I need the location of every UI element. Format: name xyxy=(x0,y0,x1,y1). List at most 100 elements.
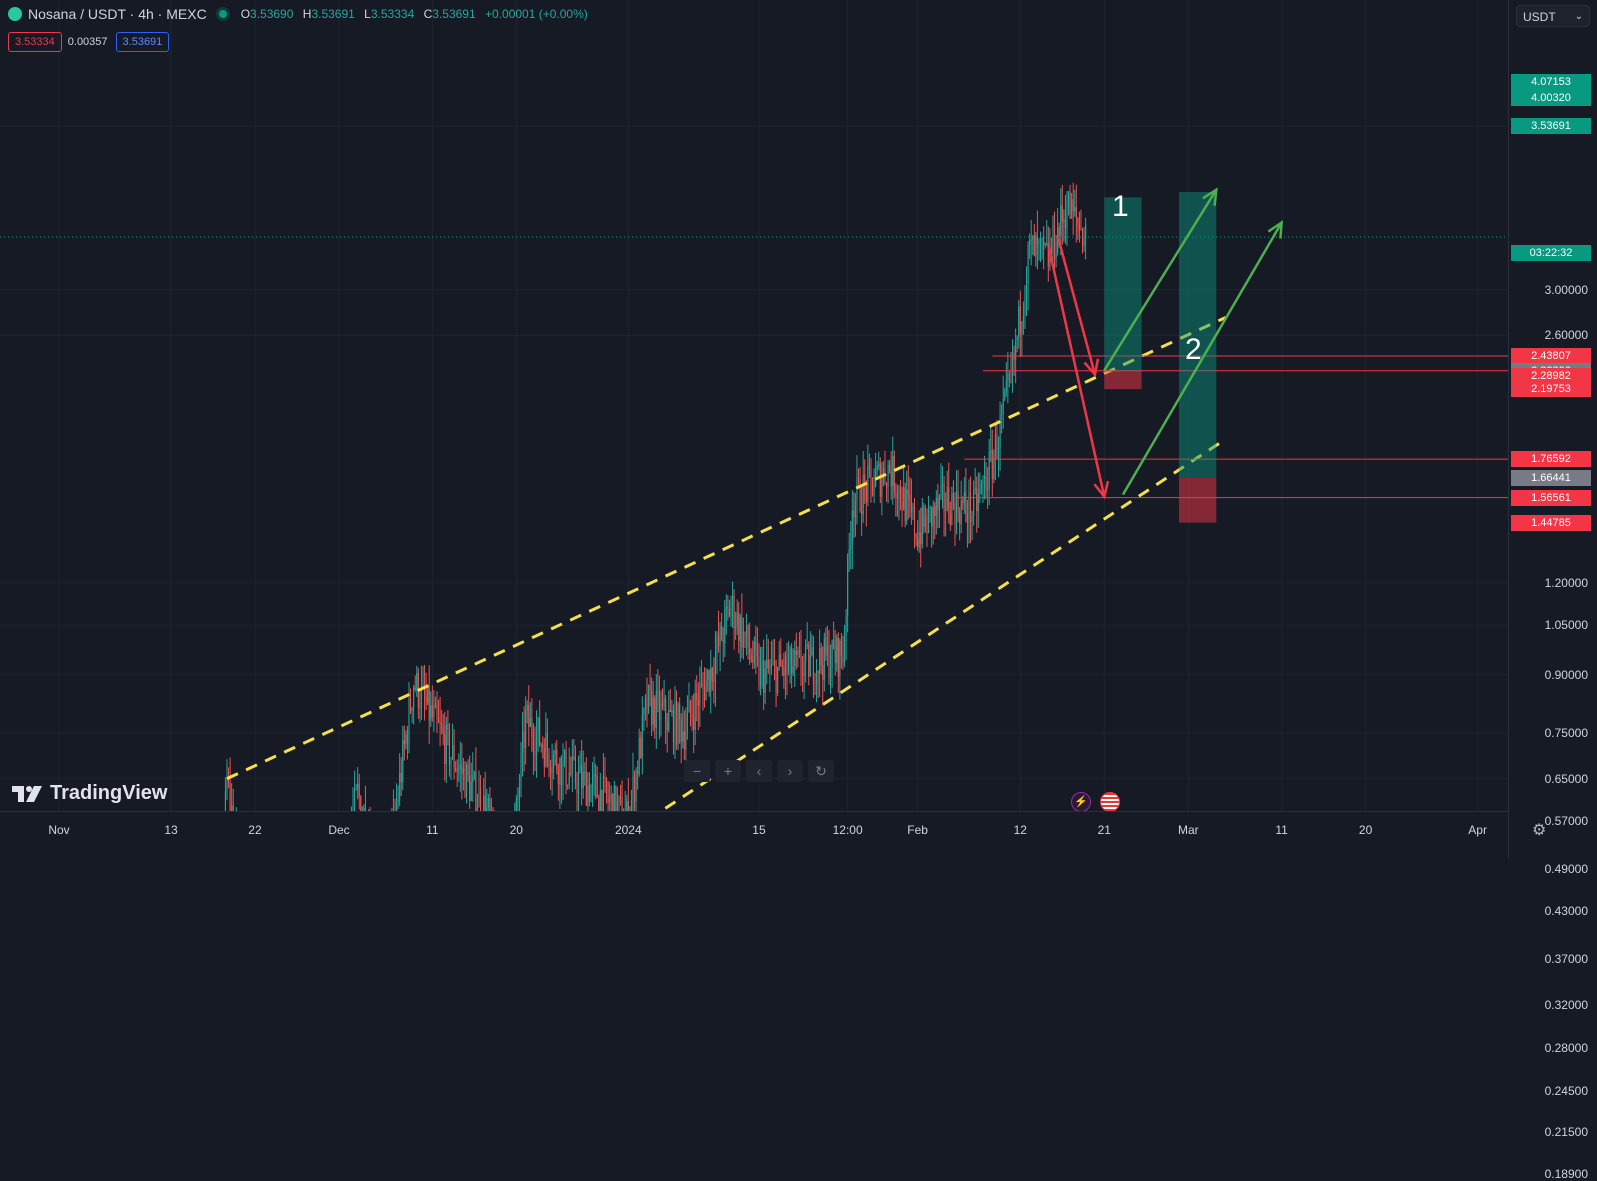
candle-body xyxy=(663,698,665,706)
candle-body xyxy=(668,709,670,731)
candle-body xyxy=(652,697,654,725)
price-label-target: 4.07153 xyxy=(1511,74,1591,90)
candle-body xyxy=(739,616,741,641)
candle-body xyxy=(455,768,457,771)
close-value: 3.53691 xyxy=(432,7,476,21)
candle-body xyxy=(980,483,982,489)
candle-body xyxy=(364,807,366,811)
candle-body xyxy=(943,484,945,512)
candle-body xyxy=(932,506,934,527)
candle-body xyxy=(915,535,917,539)
candle-body xyxy=(456,770,458,772)
candle-body xyxy=(483,795,485,811)
candle-body xyxy=(539,718,541,745)
candle-body xyxy=(979,488,981,495)
candle-body xyxy=(1001,413,1003,415)
scroll-right-button[interactable]: › xyxy=(777,760,803,782)
candle-body xyxy=(442,728,444,734)
candle-body xyxy=(1044,243,1046,245)
candle-body xyxy=(1043,237,1045,245)
candle-body xyxy=(593,773,595,777)
candle-body xyxy=(591,776,594,787)
grid-lines xyxy=(0,0,1508,811)
candle-body xyxy=(731,595,734,605)
candle-body xyxy=(770,664,772,669)
candle-body xyxy=(515,799,517,811)
price-chart[interactable] xyxy=(0,0,1508,811)
candle-body xyxy=(637,770,639,774)
candle-body xyxy=(971,515,973,522)
candle-body xyxy=(724,609,726,643)
candle-body xyxy=(892,455,894,487)
drawings[interactable] xyxy=(226,187,1508,811)
candle-body xyxy=(484,795,486,811)
currency-selector[interactable]: USDT ⌄ xyxy=(1516,5,1590,27)
zoom-in-button[interactable]: + xyxy=(715,760,741,782)
candle-body xyxy=(358,783,360,797)
candle-body xyxy=(926,517,928,533)
candle-body xyxy=(778,654,780,667)
candle-body xyxy=(976,488,978,512)
candle-body xyxy=(399,773,401,799)
time-scale[interactable]: Nov 13 22 Dec 11 20 2024 15 12:00 Feb 12 21 Mar 11 20 A… xyxy=(0,811,1546,860)
candle-body xyxy=(840,640,842,657)
sell-price-button[interactable]: 3.53334 xyxy=(8,32,62,52)
tradingview-logo-icon xyxy=(12,785,42,802)
tradingview-wordmark: TradingView xyxy=(50,782,168,804)
candle-body xyxy=(568,772,570,786)
candle-body xyxy=(789,648,791,663)
candle-body xyxy=(752,660,754,662)
chevron-down-icon: ⌄ xyxy=(1574,11,1583,22)
candle-body xyxy=(837,637,839,677)
candle-body xyxy=(478,790,480,808)
candle-body xyxy=(1036,235,1038,245)
candle-body xyxy=(674,701,676,743)
position-stop-zone-1 xyxy=(1104,370,1142,390)
candle-body xyxy=(618,796,620,803)
price-scale[interactable]: USDT ⌄ 5.000003.000002.600001.200001.050… xyxy=(1508,0,1597,1181)
candle-body xyxy=(862,474,864,515)
lightning-event-icon[interactable]: ⚡ xyxy=(1071,792,1091,812)
price-label-stop: 2.19753 xyxy=(1511,381,1591,398)
zoom-out-button[interactable]: − xyxy=(684,760,710,782)
candle-body xyxy=(767,659,769,669)
candle-body xyxy=(619,796,622,798)
candle-body xyxy=(1027,245,1029,285)
arrow-down-2 xyxy=(1047,244,1106,497)
candle-body xyxy=(353,788,356,811)
tradingview-logo[interactable]: TradingView xyxy=(12,782,167,805)
candle-body xyxy=(901,501,903,510)
candle-body xyxy=(1069,192,1071,219)
scroll-left-button[interactable]: ‹ xyxy=(746,760,772,782)
candle-body xyxy=(744,631,746,637)
low-value: 3.53334 xyxy=(370,7,415,21)
candle-body xyxy=(881,479,883,497)
symbol-title[interactable]: Nosana / USDT · 4h · MEXC xyxy=(28,6,207,22)
chart-area[interactable]: Nosana / USDT · 4h · MEXC O3.53690 H3.53… xyxy=(0,0,1508,812)
candle-body xyxy=(571,756,573,774)
candle-body xyxy=(889,464,891,471)
us-flag-event-icon[interactable] xyxy=(1100,792,1120,812)
candle-body xyxy=(738,612,740,641)
candle-body xyxy=(1018,306,1020,338)
candle-body xyxy=(587,784,589,806)
candle-body xyxy=(581,764,583,789)
candle-body xyxy=(1047,243,1049,267)
candle-body xyxy=(585,771,587,806)
candle-body xyxy=(459,764,461,768)
time-tick-label: Apr xyxy=(1468,823,1487,837)
candle-body xyxy=(615,785,617,811)
candle-body xyxy=(1085,224,1087,240)
reset-chart-button[interactable]: ↻ xyxy=(808,760,834,782)
candle-body xyxy=(557,769,559,785)
settings-gear-icon[interactable]: ⚙ xyxy=(1532,822,1547,839)
candle-body xyxy=(993,457,995,480)
market-status-icon[interactable] xyxy=(218,10,227,18)
candle-body xyxy=(559,758,561,785)
candle-body xyxy=(675,701,678,745)
buy-price-button[interactable]: 3.53691 xyxy=(115,32,170,52)
candle-body xyxy=(949,514,951,525)
candle-body xyxy=(1041,237,1043,240)
candle-body xyxy=(918,532,920,548)
candle-body xyxy=(683,731,685,749)
